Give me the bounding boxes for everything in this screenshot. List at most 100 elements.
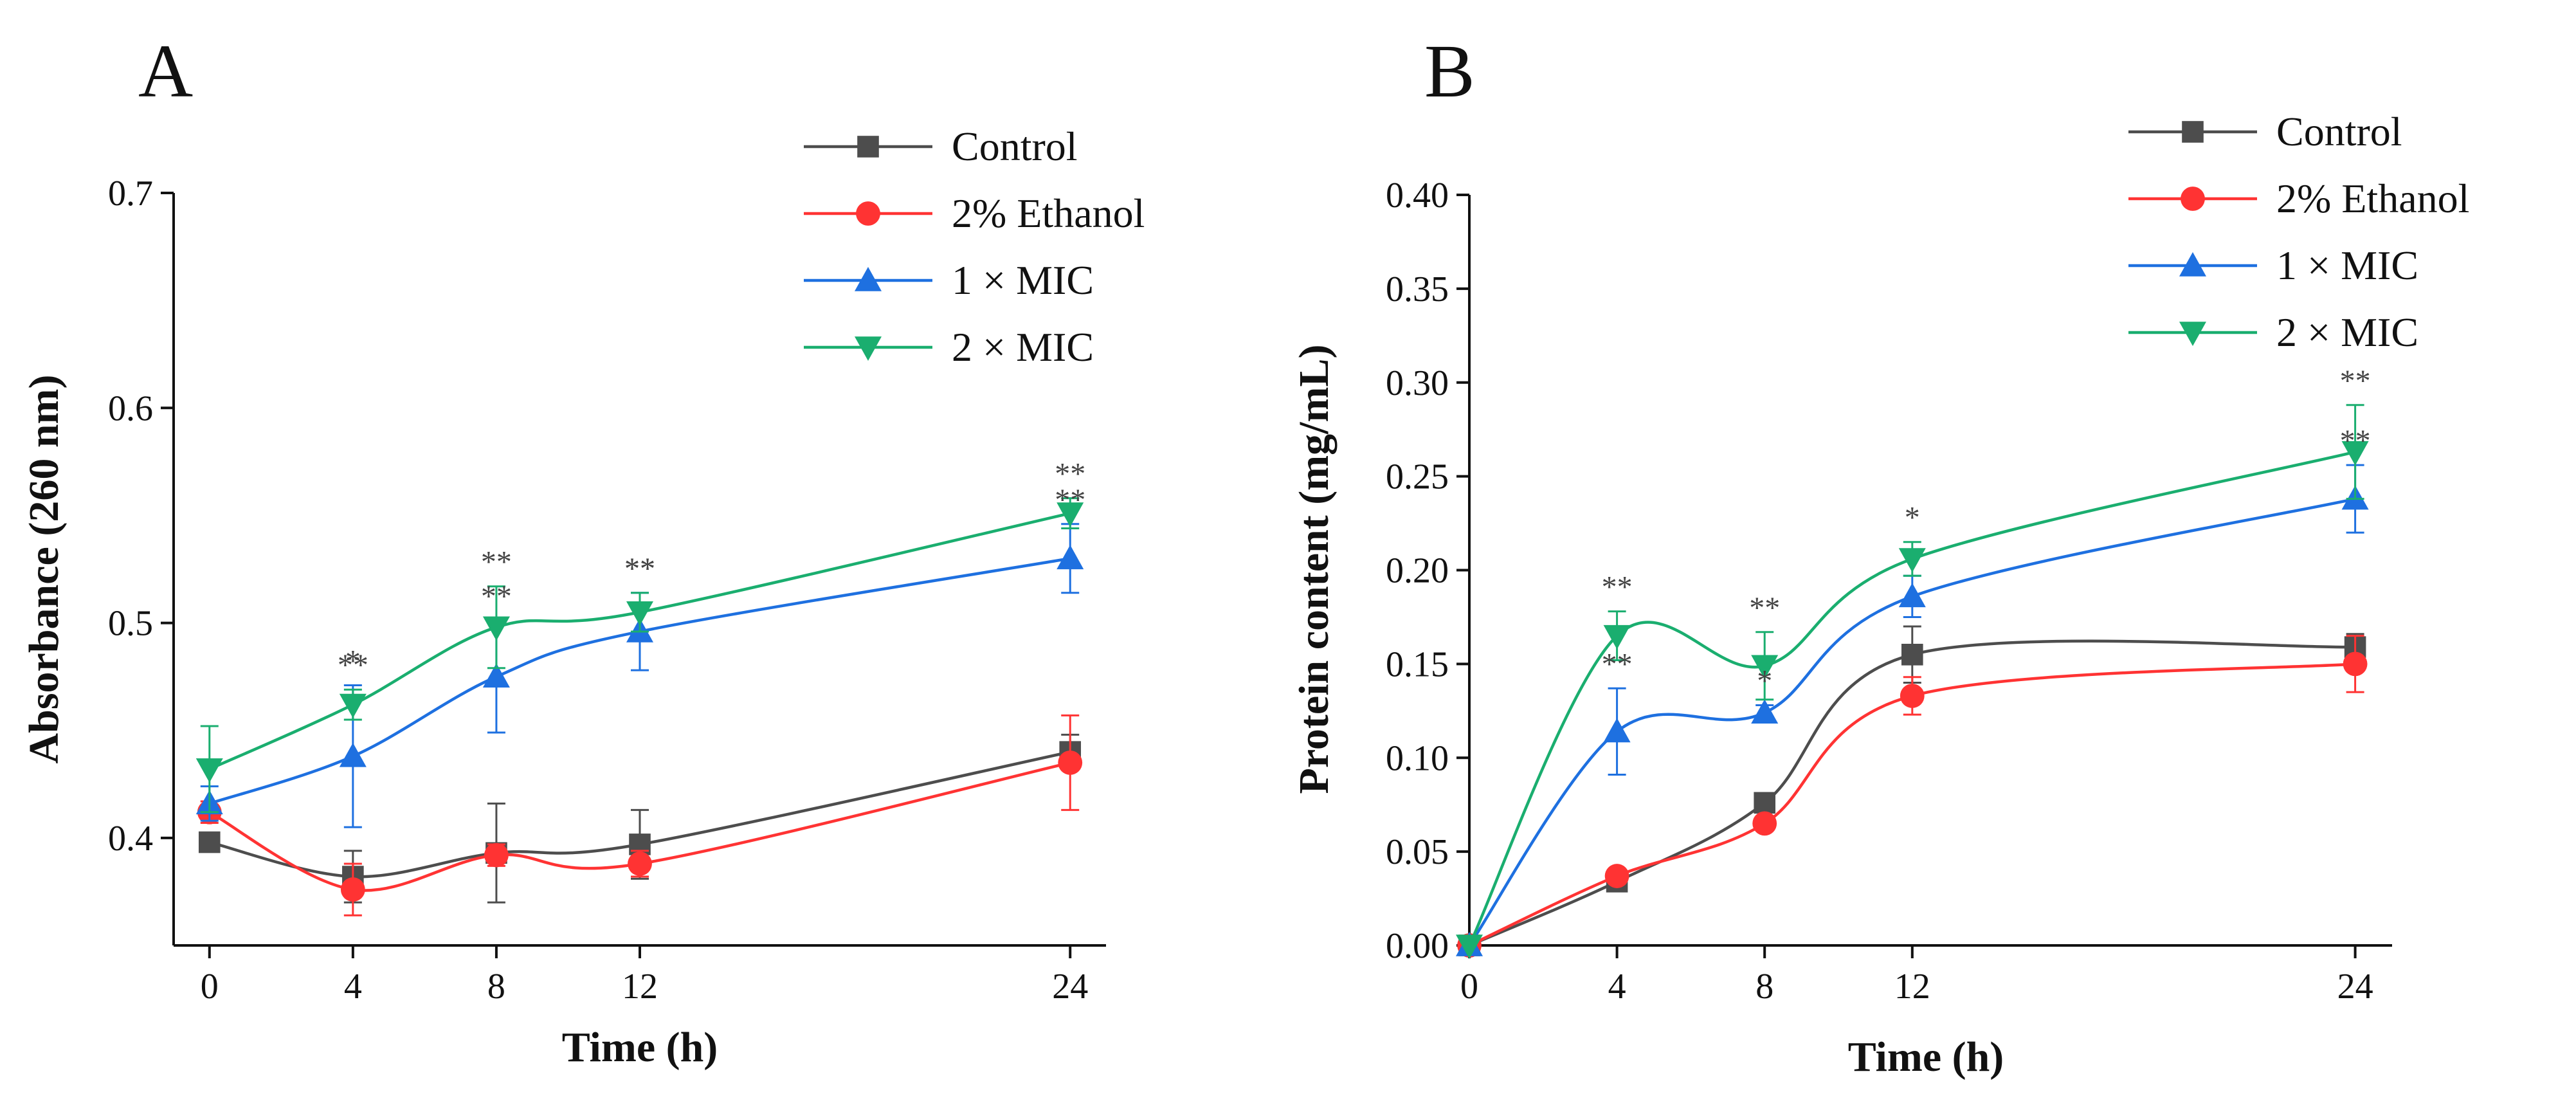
significance-label: **: [1055, 483, 1085, 517]
significance-label: **: [1602, 570, 1633, 605]
significance-label: **: [2340, 424, 2371, 458]
panel-a: A 0.4 0.5 0.6 0.7 0 4 8 12 24 Time (h) Absorbance (…: [21, 29, 1145, 1071]
x-tick-label: 8: [1755, 967, 1773, 1007]
2-ethanol-marker-4: [2343, 652, 2368, 677]
legend-label-1-mic: 1 × MIC: [2276, 242, 2418, 288]
2-ethanol-marker-2: [1752, 811, 1777, 836]
x-tick-label: 12: [622, 967, 658, 1007]
x-tick-label: 24: [2337, 967, 2373, 1007]
x-tick-label: 0: [1460, 967, 1478, 1007]
significance-label: *: [1757, 664, 1772, 698]
y-tick-label: 0.15: [1386, 644, 1449, 684]
y-tick-label: 0.35: [1386, 269, 1449, 309]
1-mic-marker-2: [1751, 699, 1779, 724]
legend-2-ethanol-marker-1: [2181, 187, 2205, 211]
2-mic-marker-0: [1456, 934, 1483, 959]
legend-control-marker-0: [857, 136, 879, 158]
legend-label-control: Control: [952, 123, 1078, 169]
significance-label: *: [1905, 501, 1920, 535]
significance-label: **: [624, 552, 655, 586]
x-tick-label: 4: [1608, 967, 1626, 1007]
control-line: [209, 750, 1071, 879]
2-ethanol-line: [208, 761, 1071, 892]
y-tick-label: 0.4: [108, 819, 153, 859]
2-mic-marker-3: [626, 601, 653, 626]
series-2-ethanol: [1457, 635, 2368, 958]
2-mic-marker-4: [1057, 502, 1084, 527]
1-mic-marker-2: [482, 663, 510, 688]
legend-label-control: Control: [2276, 109, 2402, 154]
x-axis-title: Time (h): [562, 1024, 718, 1071]
legend-1-mic-marker-2: [855, 267, 882, 291]
significance-label: **: [1602, 647, 1633, 681]
2-mic-marker-2: [482, 616, 510, 641]
legend-label-2-mic: 2 × MIC: [952, 324, 1094, 370]
x-tick-label: 12: [1894, 967, 1930, 1007]
2-mic-marker-1: [1603, 624, 1631, 650]
y-tick-label: 0.20: [1386, 551, 1449, 591]
y-tick-label: 0.05: [1386, 832, 1449, 872]
x-tick-label: 4: [344, 967, 362, 1007]
significance-label: **: [481, 545, 512, 579]
2-ethanol-marker-1: [340, 877, 365, 902]
significance-label: **: [481, 579, 512, 614]
panel-label: B: [1424, 29, 1475, 113]
y-tick-label: 0.5: [108, 604, 153, 644]
legend-label-2-ethanol: 2% Ethanol: [2276, 176, 2469, 221]
1-mic-line: [209, 557, 1071, 805]
panel-label: A: [138, 29, 193, 113]
1-mic-line: [1468, 497, 2356, 947]
2-ethanol-marker-3: [628, 852, 652, 876]
series-2-mic: [1456, 404, 2369, 959]
2-ethanol-marker-2: [484, 843, 509, 868]
legend-1-mic-marker-2: [2179, 252, 2206, 277]
2-mic-line: [208, 511, 1071, 770]
legend-2-mic-marker-3: [855, 336, 882, 361]
significance-label: *: [345, 644, 361, 679]
control-marker-2: [1754, 792, 1775, 814]
y-axis-title: Protein content (mg/mL): [1291, 345, 1338, 794]
2-mic-marker-2: [1751, 655, 1779, 680]
significance-label: **: [338, 648, 368, 682]
legend-label-1-mic: 1 × MIC: [952, 257, 1094, 303]
x-tick-label: 24: [1052, 967, 1088, 1007]
x-axis-title: Time (h): [1848, 1034, 2004, 1080]
2-ethanol-marker-4: [1058, 750, 1083, 775]
control-marker-0: [198, 831, 221, 853]
control-line: [1469, 639, 2355, 947]
2-ethanol-marker-3: [1900, 684, 1925, 708]
2-mic-marker-4: [2341, 441, 2369, 466]
2-mic-marker-1: [339, 693, 367, 718]
y-tick-label: 0.40: [1386, 176, 1449, 215]
y-tick-label: 0.6: [108, 388, 153, 428]
y-tick-label: 0.30: [1386, 363, 1449, 403]
legend-label-2-mic: 2 × MIC: [2276, 309, 2418, 355]
significance-label: **: [1749, 591, 1780, 625]
panel-b: B 0.00 0.05 0.10 0.15 0.20 0.25 0.30 0.35 0.40 0 4 8…: [1291, 29, 2469, 1080]
2-ethanol-marker-1: [1604, 864, 1629, 888]
control-marker-3: [1901, 643, 1923, 666]
legend-label-2-ethanol: 2% Ethanol: [952, 190, 1145, 236]
series-2-mic: [195, 497, 1084, 814]
y-axis-title: Absorbance (260 nm): [21, 375, 68, 764]
y-tick-label: 0.25: [1386, 457, 1449, 497]
legend-control-marker-0: [2182, 121, 2204, 143]
significance-label: **: [2340, 364, 2371, 398]
legend-2-ethanol-marker-1: [856, 201, 880, 226]
1-mic-marker-4: [1057, 545, 1084, 570]
2-mic-marker-0: [195, 758, 223, 783]
significance-label: **: [624, 552, 655, 586]
y-tick-label: 0.10: [1386, 738, 1449, 778]
1-mic-marker-1: [1603, 718, 1631, 743]
1-mic-marker-3: [1898, 583, 1926, 608]
2-mic-marker-3: [1898, 548, 1926, 572]
x-tick-label: 8: [487, 967, 505, 1007]
x-tick-label: 0: [201, 967, 219, 1007]
legend: Control 2% Ethanol 1 × MIC 2 × MIC: [2128, 109, 2469, 355]
y-tick-label: 0.7: [108, 174, 153, 214]
legend: Control 2% Ethanol 1 × MIC 2 × MIC: [804, 123, 1145, 370]
2-ethanol-line: [1469, 662, 2355, 947]
significance-label: **: [1055, 457, 1085, 491]
legend-2-mic-marker-3: [2179, 322, 2206, 346]
